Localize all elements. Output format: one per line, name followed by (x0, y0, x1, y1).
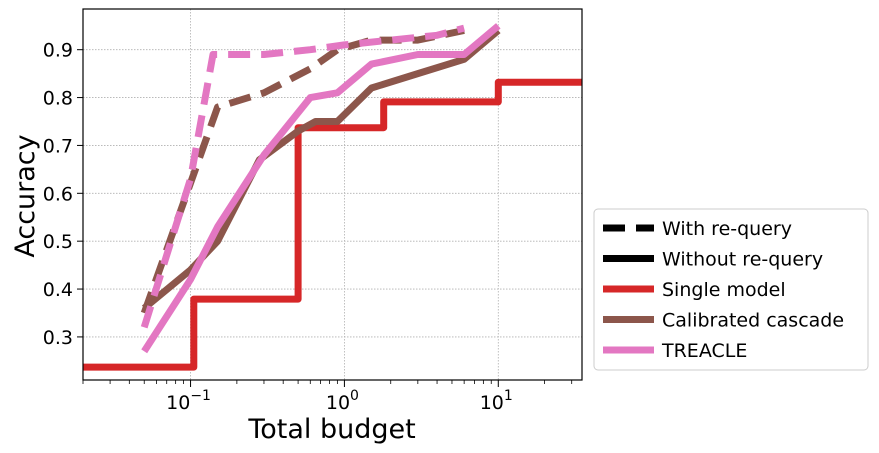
legend: With re-query Without re-query Single mode… (593, 208, 869, 371)
x-tick-label: 100 (326, 388, 359, 414)
legend-label: TREACLE (661, 340, 747, 362)
y-tick-label: 0.6 (43, 183, 73, 205)
series-line-treacle (141, 23, 501, 354)
y-tick-label: 0.3 (43, 327, 73, 349)
y-tick-label: 0.9 (43, 40, 73, 62)
legend-label: Single model (662, 279, 786, 301)
x-tick-label: 101 (480, 388, 513, 414)
series-line-requery-treacle (140, 24, 466, 329)
series-line-requery-calibrated-cascade (140, 27, 465, 315)
y-tick-label: 0.5 (43, 231, 73, 253)
y-axis-title: Accuracy (10, 134, 41, 257)
legend-label: With re-query (662, 218, 792, 240)
plot-frame (82, 8, 583, 381)
x-tick-label: 10−1 (166, 388, 211, 414)
y-tick-label: 0.7 (43, 135, 73, 157)
axes: 0.3 0.4 0.5 0.6 0.7 0.8 0.9 10−1 100 101 (43, 8, 583, 414)
series-line-single-model (83, 78, 582, 371)
legend-label: Calibrated cascade (662, 310, 844, 332)
y-tick-label: 0.8 (43, 88, 73, 110)
legend-frame (593, 208, 869, 371)
y-tick-label: 0.4 (43, 279, 73, 301)
x-axis-title: Total budget (247, 414, 415, 445)
legend-label: Without re-query (662, 249, 823, 271)
plot-series (83, 23, 582, 371)
